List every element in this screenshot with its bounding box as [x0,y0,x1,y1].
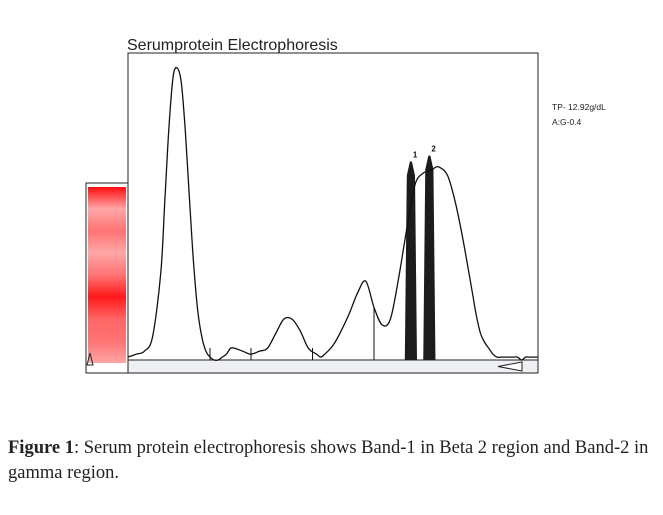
scale-bar-arrow [497,361,523,372]
fraction-boundaries [209,307,375,360]
gel-strip [88,187,126,363]
total-protein-annotation: TP- 12.92g/dL [552,102,606,112]
peak-label-1: 1 [413,150,418,159]
caption-text: : Serum protein electrophoresis shows Ba… [8,438,649,483]
chart-title: Serumprotein Electrophoresis [127,37,338,54]
peak-label-2: 2 [431,145,436,154]
densitometry-curve [127,66,538,362]
plot-frame [127,52,539,374]
scale-bar [127,359,539,374]
gel-application-marker [86,352,94,366]
caption-lead: Figure 1 [8,438,74,458]
peak-labels: 12 [413,145,436,160]
monoclonal-bands [404,155,436,360]
monoclonal-band-2 [423,155,436,360]
ag-ratio-annotation: A:G-0.4 [552,117,582,127]
monoclonal-band-1 [404,161,417,360]
figure-caption: Figure 1: Serum protein electrophoresis … [8,436,658,486]
